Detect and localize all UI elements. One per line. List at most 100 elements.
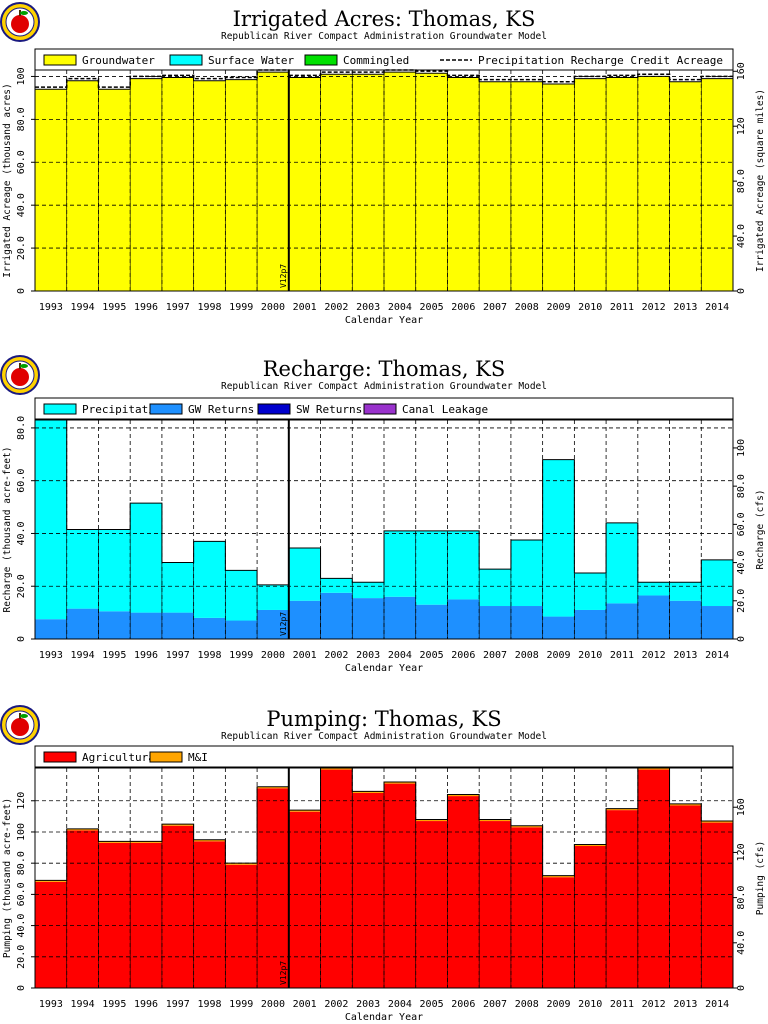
bar [66,828,99,831]
x-tick-label: 1996 [134,999,158,1010]
y-tick-label: 100 [16,67,27,85]
bar [447,599,480,639]
legend-label: Groundwater [82,54,155,67]
bar [384,72,416,291]
x-tick-label: 2007 [483,302,507,313]
logo-apple [11,15,29,33]
x-tick-label: 2002 [324,999,348,1010]
bar [130,841,162,843]
plot-frame [34,69,734,292]
y-tick-label: 20.0 [16,236,27,260]
bar [669,81,702,292]
bar [701,822,733,988]
y-axis-label-right: Pumping (cfs) [755,841,766,915]
bar [637,595,670,639]
bar [701,821,733,823]
x-tick-label: 2009 [546,650,570,661]
chart-subtitle: Republican River Compact Administration … [221,31,547,42]
x-tick-label: 2013 [673,302,697,313]
bar [320,74,353,291]
version-marker-label: V12p7 [279,961,288,985]
bar [606,810,638,988]
bar [510,540,543,607]
legend-box [34,745,734,768]
x-tick-label: 1999 [229,999,253,1010]
x-tick-label: 2010 [578,999,602,1010]
bar [574,609,607,639]
bar [637,769,670,988]
y-tick-label: 120 [16,792,27,810]
bar [225,863,258,865]
bar [415,821,448,988]
bar [161,77,194,292]
bar [415,73,448,291]
bar [320,769,353,988]
bar [574,844,607,847]
legend-label: Precipitation Recharge Credit Acreage [478,54,723,67]
y-tick-label: 40.0 [16,914,27,938]
bar [161,562,194,613]
bar [193,541,226,618]
x-tick-label: 1999 [229,302,253,313]
y-axis-label: Recharge (thousand acre-feet) [2,447,13,613]
x-tick-label: 2001 [293,999,317,1010]
x-tick-label: 1994 [71,650,95,661]
x-tick-label: 1996 [134,650,158,661]
y-tick-label-right: 0 [736,985,747,991]
version-marker-label: V12p7 [279,612,288,636]
bar [288,810,321,812]
y-axis-label-right: Irrigated Acreage (square miles) [755,89,766,272]
chart-title: Pumping: Thomas, KS [266,707,501,731]
logo-leaf [20,11,28,15]
bar [257,72,289,291]
y-tick-label-right: 60.0 [736,512,747,536]
x-tick-label: 1995 [102,999,126,1010]
x-tick-label: 2003 [356,302,380,313]
legend-label: Canal Leakage [402,403,488,416]
x-tick-label: 2010 [578,302,602,313]
bar [288,600,321,639]
legend-label: SW Returns [296,403,362,416]
y-tick-label-right: 40.0 [736,224,747,248]
legend-swatch [169,54,203,66]
y-tick-label: 80.0 [16,416,27,440]
x-tick-label: 2014 [705,650,729,661]
bar [384,782,416,784]
bar [130,503,162,613]
bar [288,77,321,292]
x-tick-label: 2000 [261,302,285,313]
y-axis-label-right: Recharge (cfs) [755,489,766,569]
bar [257,788,289,988]
legend-swatch [149,403,183,415]
bar [98,841,131,843]
bar [669,805,702,988]
bar [669,600,702,639]
bar [479,606,511,639]
x-tick-label: 1997 [166,302,190,313]
x-tick-label: 2008 [515,999,539,1010]
bar [542,83,575,292]
bar [98,529,131,612]
legend-swatch [43,54,77,66]
x-tick-label: 2009 [546,302,570,313]
bar [415,530,448,605]
legend-label: Agricultural [82,751,161,764]
y-tick-label-right: 0 [736,636,747,642]
bar [288,547,321,601]
bar [479,821,511,988]
bar [384,530,416,597]
x-tick-label: 1997 [166,650,190,661]
bar [161,824,194,826]
x-axis-label: Calendar Year [345,663,423,674]
x-tick-label: 1996 [134,302,158,313]
y-tick-label-right: 80.0 [736,886,747,910]
y-tick-label: 40.0 [16,193,27,217]
x-tick-label: 2007 [483,650,507,661]
y-tick-label: 60.0 [16,469,27,493]
x-tick-label: 2003 [356,650,380,661]
y-tick-label: 0 [16,288,27,294]
bar [606,603,638,639]
x-tick-label: 2002 [324,302,348,313]
